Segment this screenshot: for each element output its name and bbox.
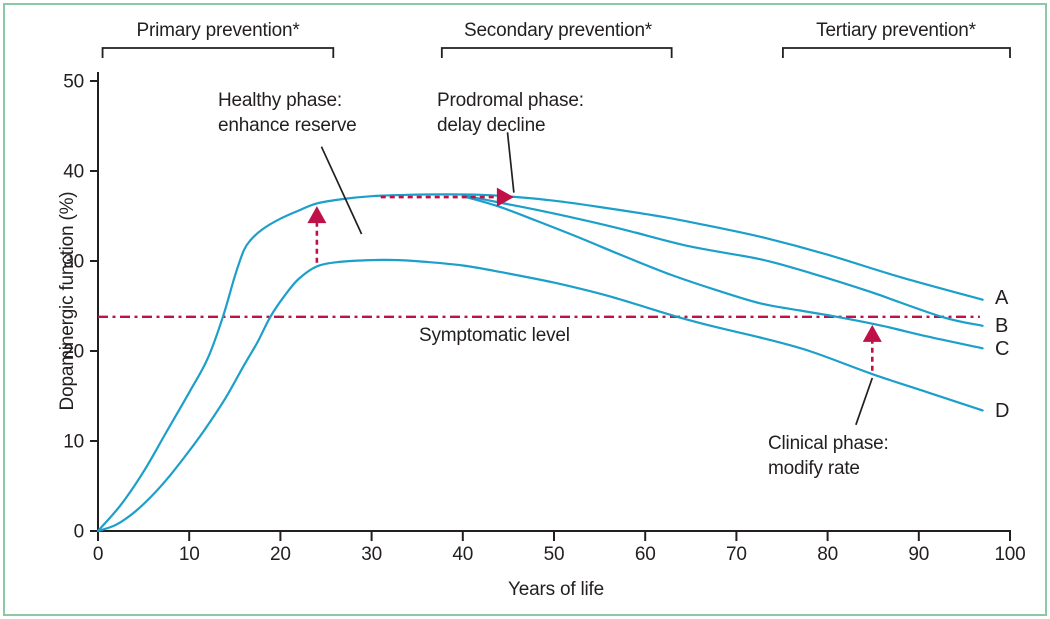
annotation-pointer-2 — [855, 377, 874, 426]
bracket-2 — [782, 47, 1011, 58]
chart-generated-layers: 0 10 20 30 40 50 60 70 80 90 100 0 10 20 30 40 50 — [63, 47, 1026, 565]
bracket-0 — [101, 47, 335, 58]
x-tick-label: 90 — [908, 544, 929, 565]
annotation-healthy-line1: Healthy phase: — [218, 90, 342, 111]
x-tick-label: 10 — [179, 544, 200, 565]
x-tick-label: 100 — [994, 544, 1025, 565]
x-tick-label: 60 — [635, 544, 656, 565]
arrow-head-right-1 — [496, 187, 514, 207]
curve-label-c: C — [995, 338, 1009, 360]
x-tick-label: 70 — [726, 544, 747, 565]
annotation-prodromal-line1: Prodromal phase: — [437, 90, 584, 111]
arrow-head-up-2 — [862, 324, 882, 342]
x-tick-label: 40 — [452, 544, 473, 565]
annotation-clinical-line2: modify rate — [768, 458, 860, 479]
symptomatic-label: Symptomatic level — [419, 325, 570, 346]
curve-label-b: B — [995, 315, 1008, 337]
annotation-pointer-1 — [506, 132, 515, 193]
curve-B — [461, 194, 984, 327]
annotation-pointer-0 — [320, 146, 363, 235]
annotation-healthy-line2: enhance reserve — [218, 115, 357, 136]
bracket-label-primary: Primary prevention* — [136, 20, 300, 41]
y-tick-label: 50 — [63, 72, 84, 93]
annotation-prodromal-line2: delay decline — [437, 115, 545, 136]
x-tick-label: 20 — [270, 544, 291, 565]
y-tick-label: 20 — [63, 342, 84, 363]
bracket-1 — [440, 47, 673, 58]
curve-C — [461, 195, 984, 350]
bracket-label-tertiary: Tertiary prevention* — [816, 20, 976, 41]
bracket-label-secondary: Secondary prevention* — [464, 20, 653, 41]
x-tick-label: 0 — [93, 544, 103, 565]
y-tick-label: 10 — [63, 432, 84, 453]
x-tick-label: 50 — [544, 544, 565, 565]
annotation-clinical-line1: Clinical phase: — [768, 433, 889, 454]
y-tick-label: 40 — [63, 162, 84, 183]
y-tick-label: 30 — [63, 252, 84, 273]
curve-label-d: D — [995, 400, 1009, 422]
curve-D — [96, 258, 984, 533]
y-axis-title: Dopaminergic function (%) — [57, 192, 78, 411]
y-tick-label: 0 — [74, 522, 84, 543]
x-axis-title: Years of life — [508, 579, 604, 600]
x-tick-label: 80 — [817, 544, 838, 565]
x-tick-label: 30 — [361, 544, 382, 565]
curve-label-a: A — [995, 287, 1009, 309]
arrow-head-up-0 — [307, 206, 327, 224]
curve-A — [96, 193, 984, 533]
